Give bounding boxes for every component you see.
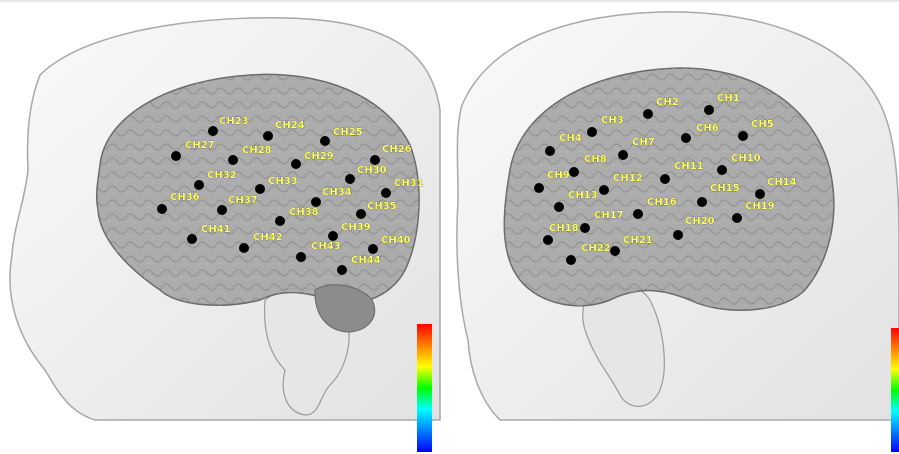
- channel-label: CH24: [275, 120, 305, 131]
- optode-dot: [255, 184, 265, 194]
- channel-label: CH44: [351, 255, 381, 266]
- channel-label: CH29: [304, 151, 334, 162]
- channel-label: CH26: [382, 144, 412, 155]
- right-head-view: CH1 CH2 CH3 CH4 CH5 CH6 CH7 CH8 CH9 CH10 CH11 CH12 C…: [456, 11, 899, 421]
- optode-dot: [194, 180, 204, 190]
- channel-label: CH39: [341, 222, 371, 233]
- optode-dot: [337, 265, 347, 275]
- optode-dot: [187, 234, 197, 244]
- channel-label: CH23: [219, 116, 249, 127]
- channel-label: CH37: [228, 195, 258, 206]
- channel-label: CH41: [201, 224, 231, 235]
- channel-label: CH21: [623, 235, 653, 246]
- optode-dot: [275, 216, 285, 226]
- left-optodes: CH23 CH24 CH25 CH26 CH27 CH28 CH29 CH30 CH31 CH32…: [157, 116, 424, 275]
- channel-label: CH1: [717, 93, 740, 104]
- optode-dot: [755, 189, 765, 199]
- right-brain-texture: [504, 68, 834, 311]
- optode-dot: [554, 202, 564, 212]
- optode-dot: [320, 136, 330, 146]
- channel-label: CH18: [549, 223, 579, 234]
- channel-label: CH13: [568, 190, 598, 201]
- channel-label: CH15: [710, 183, 740, 194]
- channel-label: CH3: [601, 115, 624, 126]
- optode-dot: [296, 252, 306, 262]
- optode-dot: [717, 165, 727, 175]
- channel-label: CH6: [696, 123, 719, 134]
- optode-dot: [228, 155, 238, 165]
- optode-dot: [566, 255, 576, 265]
- channel-label: CH7: [632, 137, 655, 148]
- channel-label: CH17: [594, 210, 624, 221]
- left-colorbar: [417, 324, 432, 452]
- optode-dot: [738, 131, 748, 141]
- channel-label: CH19: [745, 201, 775, 212]
- channel-label: CH16: [647, 197, 677, 208]
- optode-dot: [545, 146, 555, 156]
- channel-label: CH38: [289, 207, 319, 218]
- optode-dot: [370, 155, 380, 165]
- channel-label: CH4: [559, 133, 582, 144]
- optode-dot: [534, 183, 544, 193]
- channel-label: CH36: [170, 192, 200, 203]
- channel-label: CH32: [207, 170, 237, 181]
- channel-label: CH25: [333, 127, 363, 138]
- optode-dot: [681, 133, 691, 143]
- optode-dot: [599, 185, 609, 195]
- channel-label: CH28: [242, 145, 272, 156]
- right-colorbar: [891, 328, 899, 452]
- optode-dot: [368, 244, 378, 254]
- channel-label: CH10: [731, 153, 761, 164]
- left-head-view: CH23 CH24 CH25 CH26 CH27 CH28 CH29 CH30 CH31 CH32…: [9, 17, 441, 421]
- channel-label: CH2: [656, 97, 679, 108]
- optode-dot: [311, 197, 321, 207]
- channel-label: CH14: [767, 177, 797, 188]
- optode-dot: [263, 131, 273, 141]
- right-ear-icon: [582, 284, 665, 407]
- channel-label: CH30: [357, 165, 387, 176]
- optode-dot: [610, 246, 620, 256]
- optode-dot: [208, 126, 218, 136]
- optode-dot: [217, 205, 227, 215]
- optode-dot: [328, 231, 338, 241]
- channel-label: CH31: [394, 178, 424, 189]
- channel-label: CH20: [685, 216, 715, 227]
- optode-dot: [157, 204, 167, 214]
- channel-label: CH35: [367, 201, 397, 212]
- channel-label: CH34: [322, 187, 352, 198]
- optode-dot: [633, 209, 643, 219]
- right-optodes: CH1 CH2 CH3 CH4 CH5 CH6 CH7 CH8 CH9 CH10 CH11 CH12 C…: [534, 93, 797, 265]
- channel-label: CH27: [185, 140, 215, 151]
- channel-label: CH9: [547, 170, 570, 181]
- channel-label: CH12: [613, 173, 643, 184]
- optode-dot: [569, 167, 579, 177]
- channel-label: CH40: [381, 235, 411, 246]
- optode-dot: [381, 188, 391, 198]
- optode-dot: [587, 127, 597, 137]
- channel-label: CH22: [581, 243, 611, 254]
- optode-dot: [356, 209, 366, 219]
- optode-dot: [704, 105, 714, 115]
- optode-dot: [543, 235, 553, 245]
- channel-label: CH33: [268, 176, 298, 187]
- channel-label: CH5: [751, 119, 774, 130]
- optode-dot: [345, 174, 355, 184]
- channel-label: CH11: [674, 161, 704, 172]
- channel-label: CH43: [311, 241, 341, 252]
- channel-label: CH8: [584, 154, 607, 165]
- optode-dot: [618, 150, 628, 160]
- optode-dot: [580, 223, 590, 233]
- channel-label: CH42: [253, 232, 283, 243]
- optode-dot: [171, 151, 181, 161]
- optode-dot: [239, 243, 249, 253]
- left-cerebellum-icon: [314, 284, 376, 333]
- optode-dot: [291, 159, 301, 169]
- optode-dot: [697, 197, 707, 207]
- optode-dot: [732, 213, 742, 223]
- optode-dot: [673, 230, 683, 240]
- optode-dot: [643, 109, 653, 119]
- optode-dot: [660, 174, 670, 184]
